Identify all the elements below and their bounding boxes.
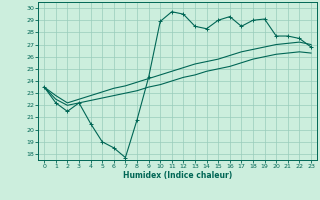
X-axis label: Humidex (Indice chaleur): Humidex (Indice chaleur) — [123, 171, 232, 180]
